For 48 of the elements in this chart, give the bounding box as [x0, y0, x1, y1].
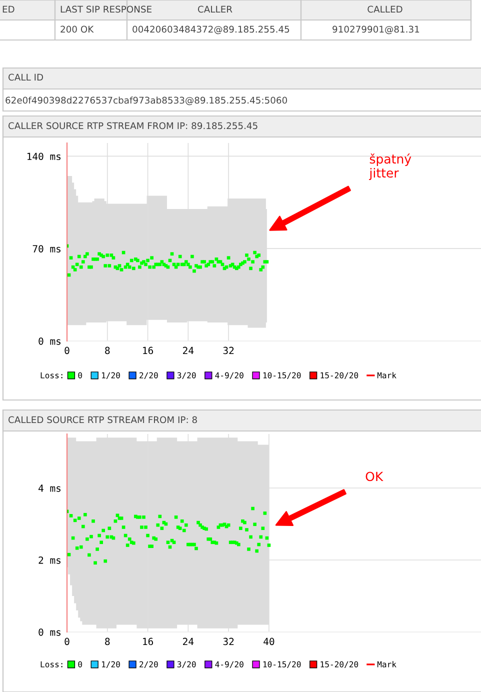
legend-label: 3/20	[177, 661, 196, 668]
legend-label: 0	[78, 372, 82, 378]
legend-label: 4-9/20	[215, 372, 244, 379]
y-tick-label: 2 ms	[38, 556, 60, 564]
y-tick-label: 4 ms	[38, 484, 60, 492]
legend-label: 1/20	[102, 372, 120, 379]
y-tick-label: 0 ms	[38, 628, 60, 636]
x-tick-label: 16	[143, 638, 154, 646]
x-tick-label: 32	[223, 346, 234, 354]
y-tick-label: 70 ms	[32, 245, 60, 252]
legend-title: Loss:	[40, 661, 62, 668]
text: 200 OK	[60, 26, 94, 33]
x-tick-label: 32	[223, 638, 234, 646]
text: ED	[2, 6, 14, 13]
legend-label: 3/20	[177, 372, 196, 379]
chart-title: CALLER SOURCE RTP STREAM FROM IP: 89.185.255.45	[8, 122, 258, 130]
x-tick-label: 24	[183, 346, 194, 354]
legend-title: Loss:	[40, 372, 62, 378]
text: LAST SIP RESPONSE	[60, 6, 152, 13]
legend-label: 4-9/20	[215, 661, 244, 668]
x-tick-label: 0	[64, 346, 70, 354]
text: 00420603484372@89.185.255.45	[132, 26, 290, 34]
legend-label: 15-20/20	[320, 661, 358, 668]
y-tick-label: 140 ms	[27, 152, 60, 160]
x-tick-label: 0	[64, 638, 70, 646]
x-tick-label: 40	[264, 638, 274, 646]
text: CALL ID	[8, 74, 44, 81]
legend-label: 0	[78, 661, 82, 668]
legend-label: 1/20	[102, 661, 120, 668]
legend-label: 10-15/20	[263, 661, 301, 668]
x-tick-label: 8	[105, 638, 110, 646]
text: CALLED	[368, 6, 402, 13]
legend-label: 15-20/20	[320, 372, 358, 379]
text: 62e0f490398d2276537cbaf973ab8533@89.185.255.45:5060	[6, 96, 287, 106]
x-tick-label: 8	[105, 346, 110, 354]
x-tick-label: 24	[183, 638, 194, 645]
x-tick-label: 16	[143, 346, 154, 354]
chart-title: CALLED SOURCE RTP STREAM FROM IP: 8	[8, 416, 197, 424]
y-tick-label: 0 ms	[38, 338, 60, 345]
legend-label: 2/20	[140, 661, 158, 668]
legend-label: 2/20	[140, 372, 158, 379]
text: CALLER	[198, 6, 232, 13]
annotation: špatný jitter	[368, 153, 412, 180]
legend-label: Mark	[377, 372, 396, 378]
annotation: OK	[366, 472, 384, 482]
legend-label: Mark	[377, 661, 396, 668]
text: 910279901@81.31	[332, 26, 420, 34]
legend-label: 10-15/20	[263, 372, 301, 379]
